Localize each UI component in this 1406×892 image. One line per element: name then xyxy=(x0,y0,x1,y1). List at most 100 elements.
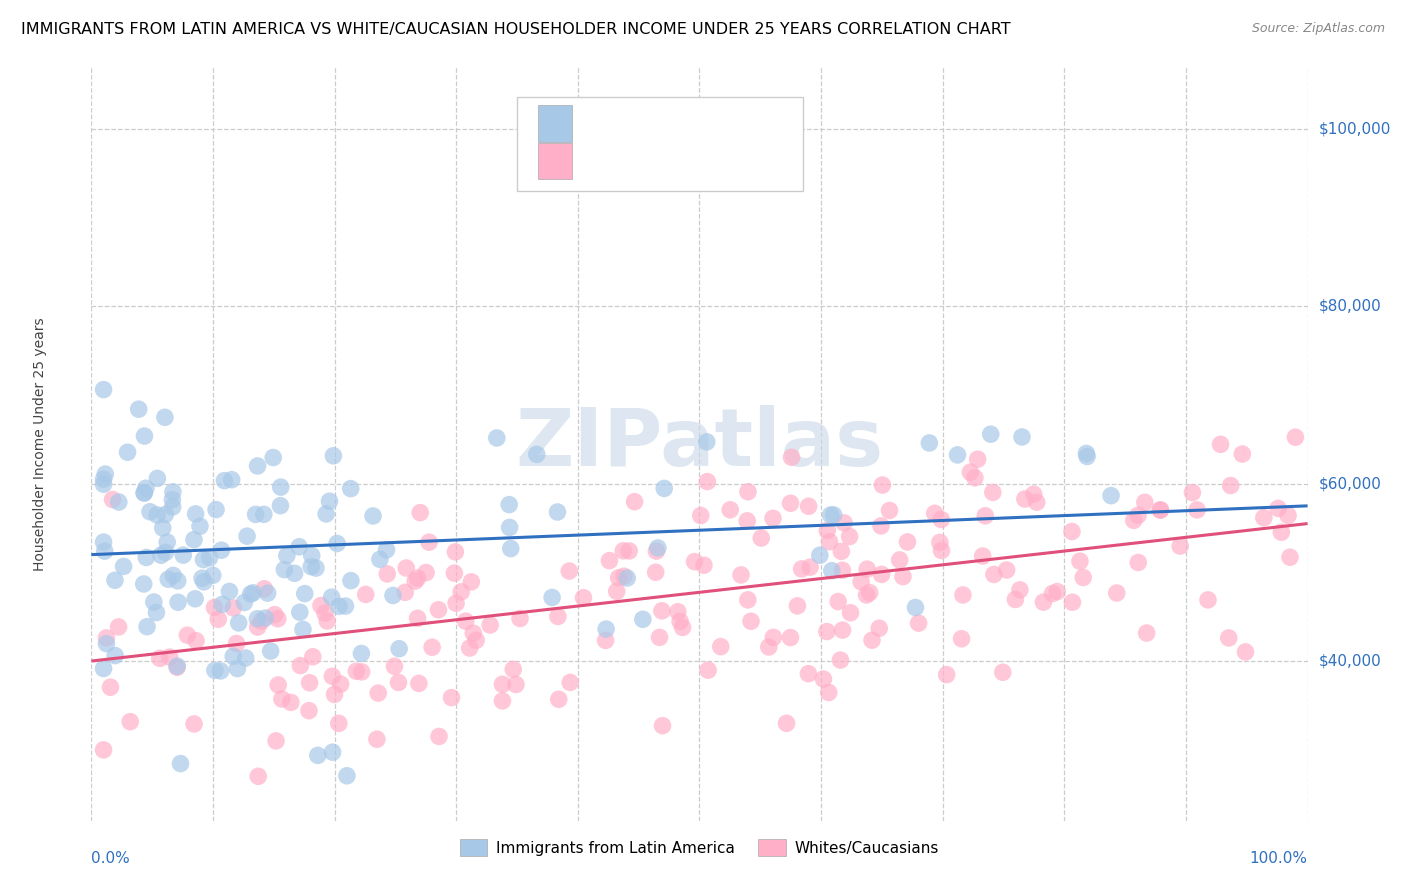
Point xyxy=(93,535,115,549)
Point xyxy=(273,563,295,577)
Point xyxy=(247,769,270,783)
Point xyxy=(283,566,305,581)
Point xyxy=(651,719,673,733)
Point xyxy=(253,582,276,596)
Point xyxy=(547,692,569,706)
Point xyxy=(298,704,321,718)
Point xyxy=(645,544,668,558)
Point xyxy=(889,553,911,567)
Point xyxy=(929,512,952,526)
Point xyxy=(1133,495,1156,509)
Point xyxy=(225,636,247,650)
Point xyxy=(963,471,986,485)
Point xyxy=(176,628,198,642)
Point xyxy=(228,615,250,630)
Point xyxy=(613,569,636,583)
Point xyxy=(1278,550,1301,565)
Point xyxy=(226,662,249,676)
Point xyxy=(162,484,184,499)
Point xyxy=(146,508,169,522)
Point xyxy=(233,595,256,609)
Point xyxy=(855,588,877,602)
Point xyxy=(631,612,654,626)
Point xyxy=(991,665,1014,680)
Legend: Immigrants from Latin America, Whites/Caucasians: Immigrants from Latin America, Whites/Ca… xyxy=(454,833,945,862)
Point xyxy=(299,559,322,574)
Point xyxy=(1071,570,1094,584)
Point xyxy=(236,529,259,543)
Point xyxy=(242,586,264,600)
Point xyxy=(93,743,115,757)
Point xyxy=(420,640,443,655)
Point xyxy=(775,716,797,731)
Point xyxy=(868,621,890,635)
Point xyxy=(1122,513,1144,527)
Point xyxy=(415,566,437,580)
Point xyxy=(288,540,311,554)
Point xyxy=(384,659,406,673)
Point xyxy=(318,494,340,508)
Point xyxy=(924,506,946,520)
Point xyxy=(321,669,343,683)
Point xyxy=(652,482,675,496)
Point xyxy=(498,520,520,534)
Point xyxy=(928,535,950,549)
Point xyxy=(93,477,115,491)
Point xyxy=(367,686,389,700)
Point xyxy=(315,507,337,521)
Point xyxy=(387,675,409,690)
Point xyxy=(870,519,893,533)
Point xyxy=(245,508,267,522)
Point xyxy=(207,612,229,626)
Point xyxy=(818,534,841,549)
Point xyxy=(606,584,628,599)
Point xyxy=(388,641,411,656)
Point xyxy=(820,508,842,522)
Point xyxy=(730,568,752,582)
Point xyxy=(1022,487,1045,501)
Point xyxy=(201,568,224,582)
Point xyxy=(616,571,638,585)
Point xyxy=(612,544,634,558)
Point xyxy=(444,596,467,610)
Point xyxy=(153,410,176,425)
Point xyxy=(465,633,488,648)
Point xyxy=(541,591,564,605)
Point xyxy=(647,541,669,555)
Point xyxy=(101,492,124,507)
Point xyxy=(831,623,853,637)
Point xyxy=(290,658,312,673)
Point xyxy=(193,552,215,566)
Point xyxy=(891,569,914,583)
Point xyxy=(780,450,803,465)
Text: $60,000: $60,000 xyxy=(1319,476,1382,491)
Point xyxy=(1046,584,1069,599)
Point xyxy=(256,586,278,600)
Point xyxy=(107,620,129,634)
Point xyxy=(136,620,159,634)
Point xyxy=(350,647,373,661)
Point xyxy=(145,606,167,620)
Text: IMMIGRANTS FROM LATIN AMERICA VS WHITE/CAUCASIAN HOUSEHOLDER INCOME UNDER 25 YEA: IMMIGRANTS FROM LATIN AMERICA VS WHITE/C… xyxy=(21,22,1011,37)
Point xyxy=(112,559,135,574)
Point xyxy=(166,659,188,673)
Point xyxy=(294,586,316,600)
Point xyxy=(790,562,813,576)
Point xyxy=(598,554,620,568)
FancyBboxPatch shape xyxy=(537,143,572,179)
Point xyxy=(749,531,772,545)
Point xyxy=(253,508,276,522)
Point xyxy=(120,714,142,729)
Point xyxy=(689,508,711,523)
Point xyxy=(830,544,852,558)
Point xyxy=(981,485,1004,500)
Point xyxy=(404,574,426,588)
Point xyxy=(375,542,398,557)
Point xyxy=(94,467,117,482)
Text: R = 0.100: R = 0.100 xyxy=(586,116,669,134)
Point xyxy=(183,717,205,731)
Point xyxy=(856,562,879,576)
Point xyxy=(1004,592,1026,607)
Point xyxy=(572,591,595,605)
Point xyxy=(546,505,568,519)
